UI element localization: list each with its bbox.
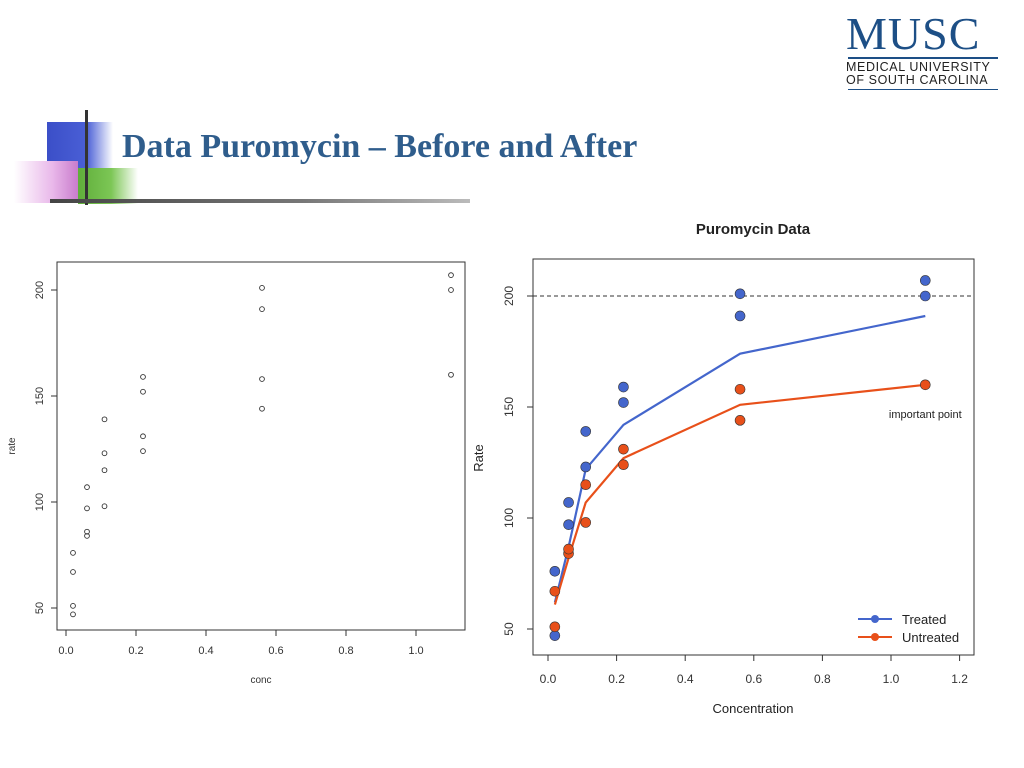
plot2-xtick-label: 0.4 [677, 672, 694, 686]
plot1-xtick-label: 0.6 [268, 645, 283, 657]
plot2-title: Puromycin Data [696, 221, 811, 238]
plot2-legend-marker [871, 633, 879, 641]
logo-rule [848, 57, 998, 59]
plot1-frame [56, 261, 466, 631]
plot2-ytick-label: 50 [502, 622, 516, 636]
plot1-xtick-label: 0.4 [198, 645, 213, 657]
plot2-xtick-label: 1.0 [883, 672, 900, 686]
plot2-point-treated [580, 426, 592, 437]
plot2-point-untreated [563, 543, 574, 555]
plot2-point-treated [563, 519, 574, 530]
musc-logo: MUSC MEDICAL UNIVERSITY OF SOUTH CAROLIN… [846, 8, 1002, 94]
plot2-legend-marker [871, 615, 879, 623]
decor-green-square [78, 168, 138, 204]
plot1-point [70, 611, 76, 618]
logo-main-text: MUSC [846, 8, 981, 59]
plot1-point [259, 405, 265, 412]
plot2-xtick-label: 0.8 [814, 672, 831, 686]
plot1-point [140, 433, 146, 440]
plot1-point [259, 306, 265, 312]
plot2-xtick-label: 1.2 [951, 672, 968, 686]
page-title: Data Puromycin – Before and After [122, 128, 638, 165]
plot1-point [448, 287, 454, 293]
plot2-xlabel: Concentration [713, 701, 794, 716]
plot2-xtick-label: 0.2 [608, 672, 625, 686]
plot1-point [101, 416, 108, 423]
plot2-xtick-label: 0.0 [540, 672, 557, 686]
plot2-ytick-label: 150 [502, 397, 516, 417]
plot1-point [259, 285, 265, 291]
plot1-xtick-label: 0.2 [128, 645, 143, 657]
plot1-point [70, 550, 76, 556]
plot1-ytick-label: 50 [34, 602, 46, 614]
plot2-point-untreated [580, 479, 592, 491]
plot2-xtick-label: 0.6 [745, 672, 762, 686]
plot2-point-untreated [618, 459, 629, 471]
plot1-point [140, 448, 146, 454]
plot2-point-treated [618, 381, 629, 393]
plot2-point-treated [734, 310, 746, 322]
plot2-ytick-label: 100 [502, 508, 516, 528]
plot1-point [448, 371, 454, 378]
plot2-point-untreated [618, 443, 629, 455]
plot1-point [84, 484, 90, 491]
plot2-point-treated [919, 290, 931, 302]
plot2-point-untreated [734, 383, 746, 395]
plot1-ytick-label: 100 [34, 493, 46, 511]
logo-rule-bottom [848, 89, 998, 90]
plot2-legend-label: Treated [902, 612, 946, 627]
plot2-point-treated [580, 461, 592, 473]
plot2-point-untreated [549, 585, 561, 597]
plot1-xtick-label: 1.0 [408, 645, 423, 657]
plot2-point-untreated [580, 517, 592, 528]
plot1-point [70, 603, 76, 609]
plot1-point [448, 272, 454, 279]
plot1-point [101, 467, 108, 474]
plot1-ylabel: rate [7, 437, 18, 455]
plot2-point-untreated [734, 415, 746, 426]
plot2-point-treated [618, 397, 629, 408]
plot2-annotation: important point [889, 409, 962, 421]
plot1-xlabel: conc [250, 675, 271, 686]
plot1-point [140, 388, 146, 395]
plot2-point-treated [549, 630, 561, 641]
plot1-point [84, 505, 90, 512]
plot2-legend-label: Untreated [902, 630, 959, 645]
plot1-point [101, 450, 108, 457]
logo-line2: OF SOUTH CAROLINA [846, 73, 989, 87]
plot1-point [140, 374, 146, 380]
plot1-point [84, 528, 90, 535]
plot2-frame [532, 258, 975, 656]
decor-pink-square [14, 161, 78, 203]
plot1-ytick-label: 150 [34, 387, 46, 405]
plot2-fit-line-untreated [553, 383, 926, 605]
plot1-ytick-label: 200 [34, 281, 46, 299]
plot2-point-treated [734, 288, 746, 300]
plot2-point-untreated [549, 621, 561, 633]
plot2-point-treated [563, 497, 574, 508]
plot1-point [101, 503, 108, 510]
decor-vertical-line [85, 110, 88, 205]
plot2-point-treated [549, 565, 561, 577]
plot1-point [84, 533, 90, 539]
plot2-point-untreated [919, 379, 931, 391]
plot2-ytick-label: 200 [502, 286, 516, 306]
plot2-point-treated [919, 275, 931, 286]
plot1-point [259, 376, 265, 382]
plot1-xtick-label: 0.0 [58, 645, 73, 657]
plot2-ylabel: Rate [471, 444, 486, 471]
logo-line1: MEDICAL UNIVERSITY [846, 60, 991, 74]
plot1-xtick-label: 0.8 [338, 645, 353, 657]
decor-horizontal-line [50, 199, 470, 203]
plot2-fit-line-treated [553, 314, 926, 603]
plot1-point [70, 569, 76, 575]
